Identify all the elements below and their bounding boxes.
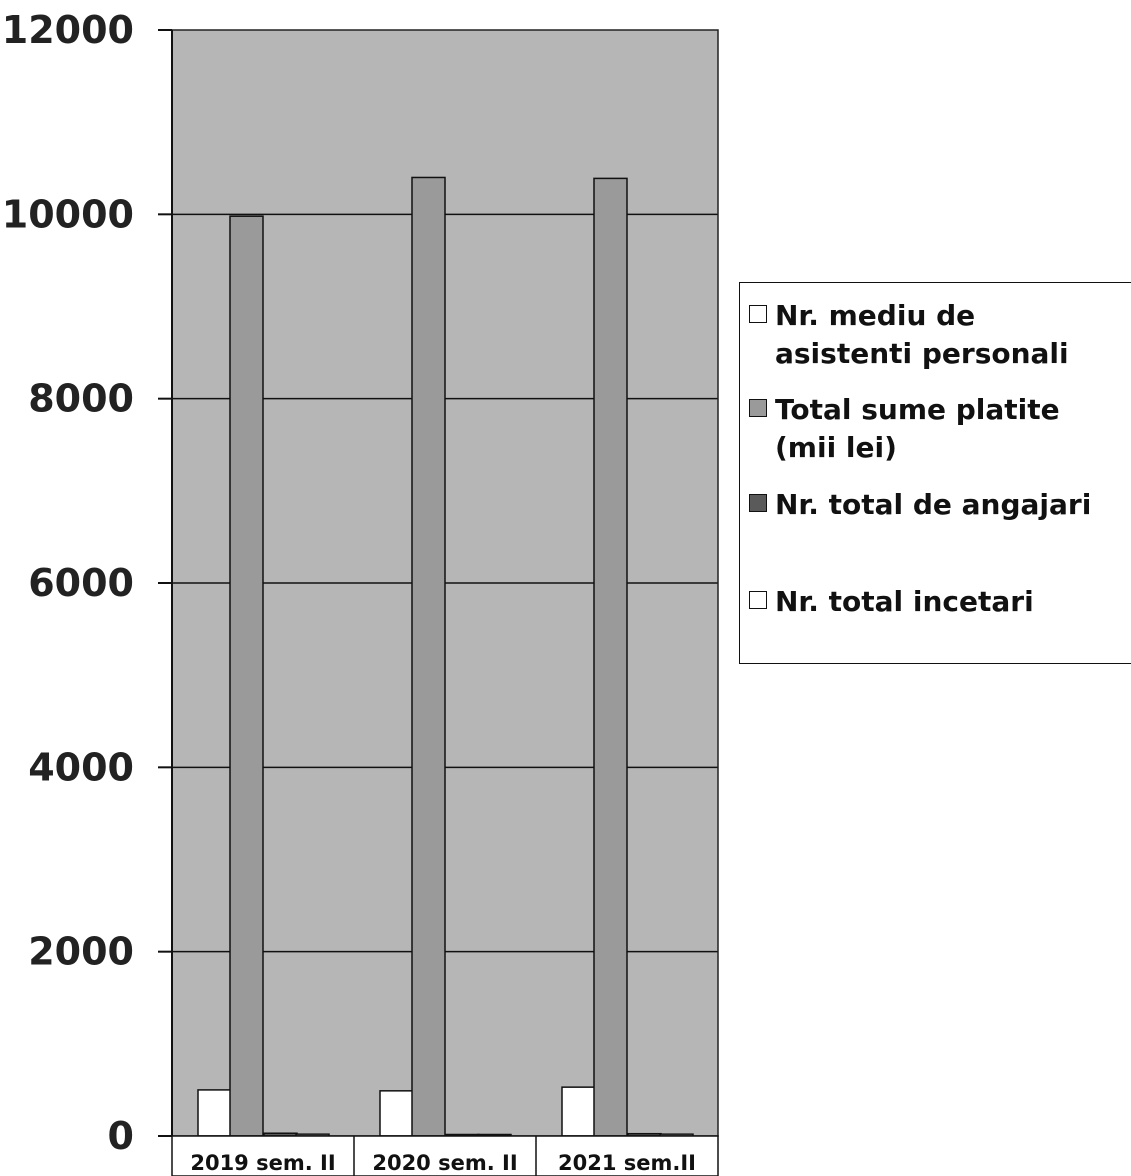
y-tick-label: 10000 — [2, 192, 134, 236]
x-tick-label: 2021 sem.II — [558, 1151, 696, 1175]
bar-sume — [411, 176, 446, 1137]
legend-swatch-angajari — [749, 494, 767, 512]
y-tick-label: 4000 — [28, 745, 134, 789]
legend-swatch-sume — [749, 399, 767, 417]
legend-label-angajari: Nr. total de angajari — [775, 488, 1092, 521]
legend-item-sume: Total sume platite (mii lei) — [749, 391, 1105, 467]
legend-item-incetari: Nr. total incetari — [749, 583, 1105, 621]
bar-sume — [229, 215, 264, 1137]
x-tick-label: 2020 sem. II — [372, 1151, 517, 1175]
bars — [197, 176, 694, 1137]
x-axis: 2019 sem. II 2020 sem. II 2021 sem.II — [171, 1135, 719, 1176]
x-tick-label: 2019 sem. II — [190, 1151, 335, 1175]
legend-label-sume: Total sume platite (mii lei) — [775, 393, 1060, 464]
legend-label-incetari: Nr. total incetari — [775, 585, 1034, 618]
bar-asistenti — [379, 1090, 414, 1137]
y-tick-label: 6000 — [28, 561, 134, 605]
y-tick-label: 2000 — [28, 930, 134, 974]
bar-asistenti — [561, 1086, 596, 1137]
legend-item-asistenti: Nr. mediu de asistenti personali — [749, 297, 1105, 373]
bar-sume — [593, 177, 628, 1137]
bar-asistenti — [197, 1089, 232, 1137]
legend-item-angajari: Nr. total de angajari — [749, 486, 1105, 524]
x-axis-box — [171, 1135, 719, 1176]
legend-swatch-incetari — [749, 591, 767, 609]
legend-swatch-asistenti — [749, 305, 767, 323]
y-tick-label: 8000 — [28, 377, 134, 421]
legend-label-asistenti: Nr. mediu de asistenti personali — [775, 299, 1069, 370]
legend: Nr. mediu de asistenti personali Total s… — [739, 282, 1131, 664]
y-tick-label: 12000 — [2, 8, 134, 52]
y-tick-label: 0 — [108, 1114, 134, 1158]
y-axis-ticks: 0 2000 4000 6000 8000 10000 12000 — [2, 8, 172, 1158]
